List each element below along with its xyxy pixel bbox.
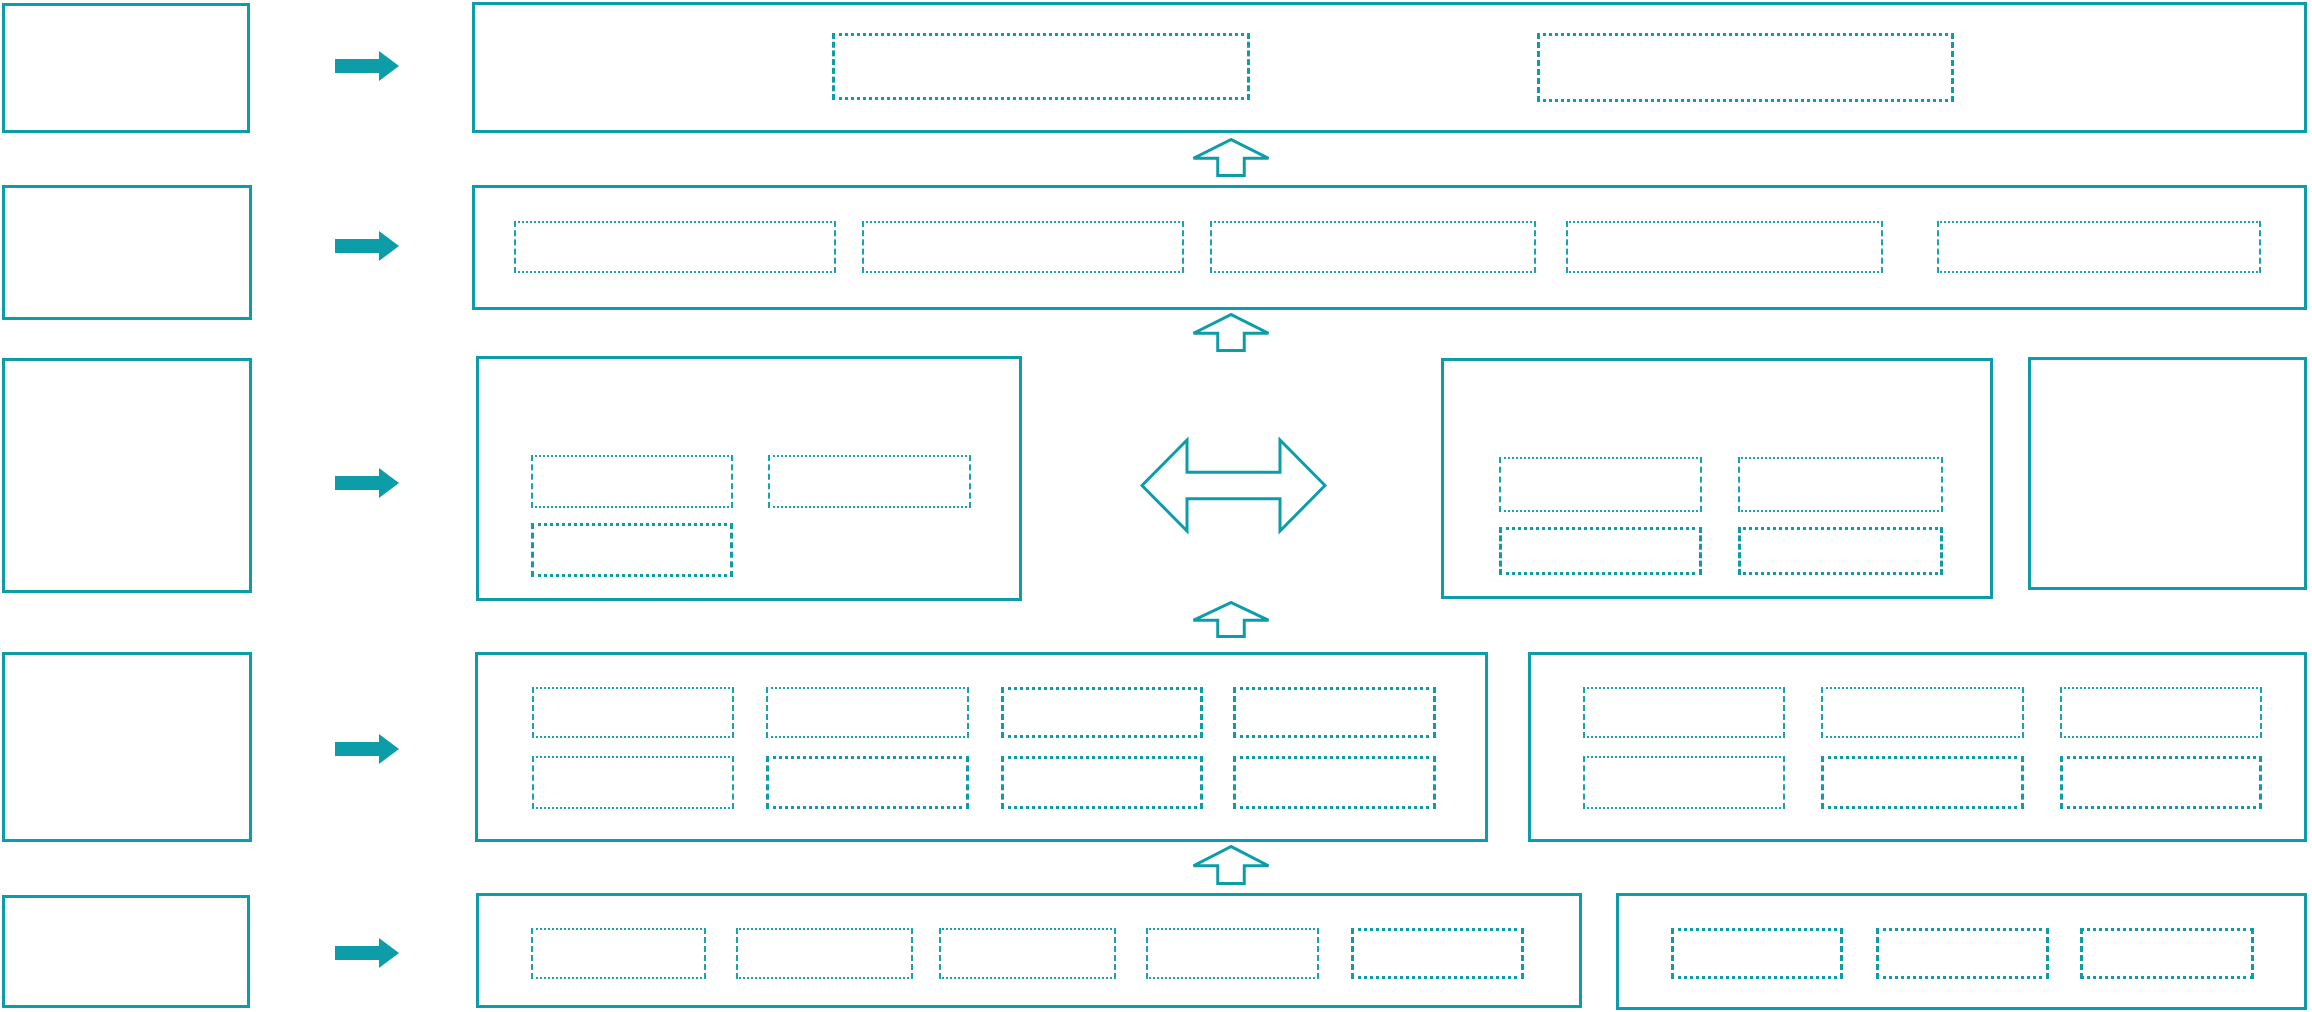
layer4-left-slot-7 [1001,756,1203,809]
flow-arrow-up-1 [1192,137,1270,177]
layer4-right-slot-5 [1821,756,2024,809]
flow-arrow-up-4 [1192,844,1270,885]
layer5-right-slot-1 [1671,928,1843,979]
layer2-slot-3 [1210,221,1536,273]
layer5-right-slot-2 [1876,928,2049,979]
layer2-slot-1 [514,221,836,273]
layer4-right-slot-6 [2060,756,2262,809]
layer3-right-slot-3 [1499,527,1702,575]
layer3-far-right-panel [2028,357,2307,590]
layer5-left-slot-3 [939,928,1116,979]
left-box-row3 [2,358,252,593]
layer3-left-slot-1 [531,455,733,508]
layer2-slot-5 [1937,221,2261,273]
layer2-slot-4 [1566,221,1883,273]
layer3-right-panel [1441,358,1993,599]
layer5-right-slot-3 [2080,928,2254,979]
layer3-left-slot-2 [768,455,971,508]
layer4-left-slot-3 [1001,687,1203,738]
layer3-right-slot-1 [1499,457,1702,512]
left-box-row1 [2,3,250,133]
flow-arrow-right-row4 [335,734,399,764]
flow-arrow-right-row5 [335,938,399,968]
layer5-right-panel [1616,893,2307,1010]
flow-arrow-right-row3 [335,468,399,498]
layer4-right-slot-2 [1821,687,2024,738]
layer3-right-slot-2 [1738,457,1943,512]
flow-arrow-right-row1 [335,51,399,81]
layer5-left-slot-1 [531,928,706,979]
layer2-slot-2 [862,221,1184,273]
left-box-row2 [2,185,252,320]
flow-arrow-double-horizontal [1139,436,1328,535]
flow-arrow-right-row2 [335,231,399,261]
layer4-left-slot-2 [766,687,969,738]
flow-arrow-up-3 [1192,600,1270,638]
left-box-row4 [2,652,252,842]
layer1-slot-2 [1537,33,1954,102]
layer4-left-slot-6 [766,756,969,809]
layer5-left-slot-4 [1146,928,1319,979]
layer2-band [472,185,2307,310]
layer3-left-panel [476,356,1022,601]
layer4-left-slot-8 [1233,756,1436,809]
layer1-slot-1 [832,33,1250,100]
layer3-right-slot-4 [1738,527,1943,575]
layer4-right-slot-3 [2060,687,2262,738]
layer4-left-slot-4 [1233,687,1436,738]
layer5-left-slot-5 [1351,928,1524,979]
layer4-right-slot-1 [1583,687,1785,738]
layer5-left-panel [476,893,1582,1008]
layer4-left-slot-1 [532,687,734,738]
left-box-row5 [2,895,250,1008]
flow-arrow-up-2 [1192,312,1270,352]
layer4-right-panel [1528,652,2307,842]
layer4-right-slot-4 [1583,756,1785,809]
layer5-left-slot-2 [736,928,913,979]
layer1-band [472,2,2307,133]
layer3-left-slot-3 [531,523,733,577]
layer4-left-panel [475,652,1488,842]
layer4-left-slot-5 [532,756,734,809]
